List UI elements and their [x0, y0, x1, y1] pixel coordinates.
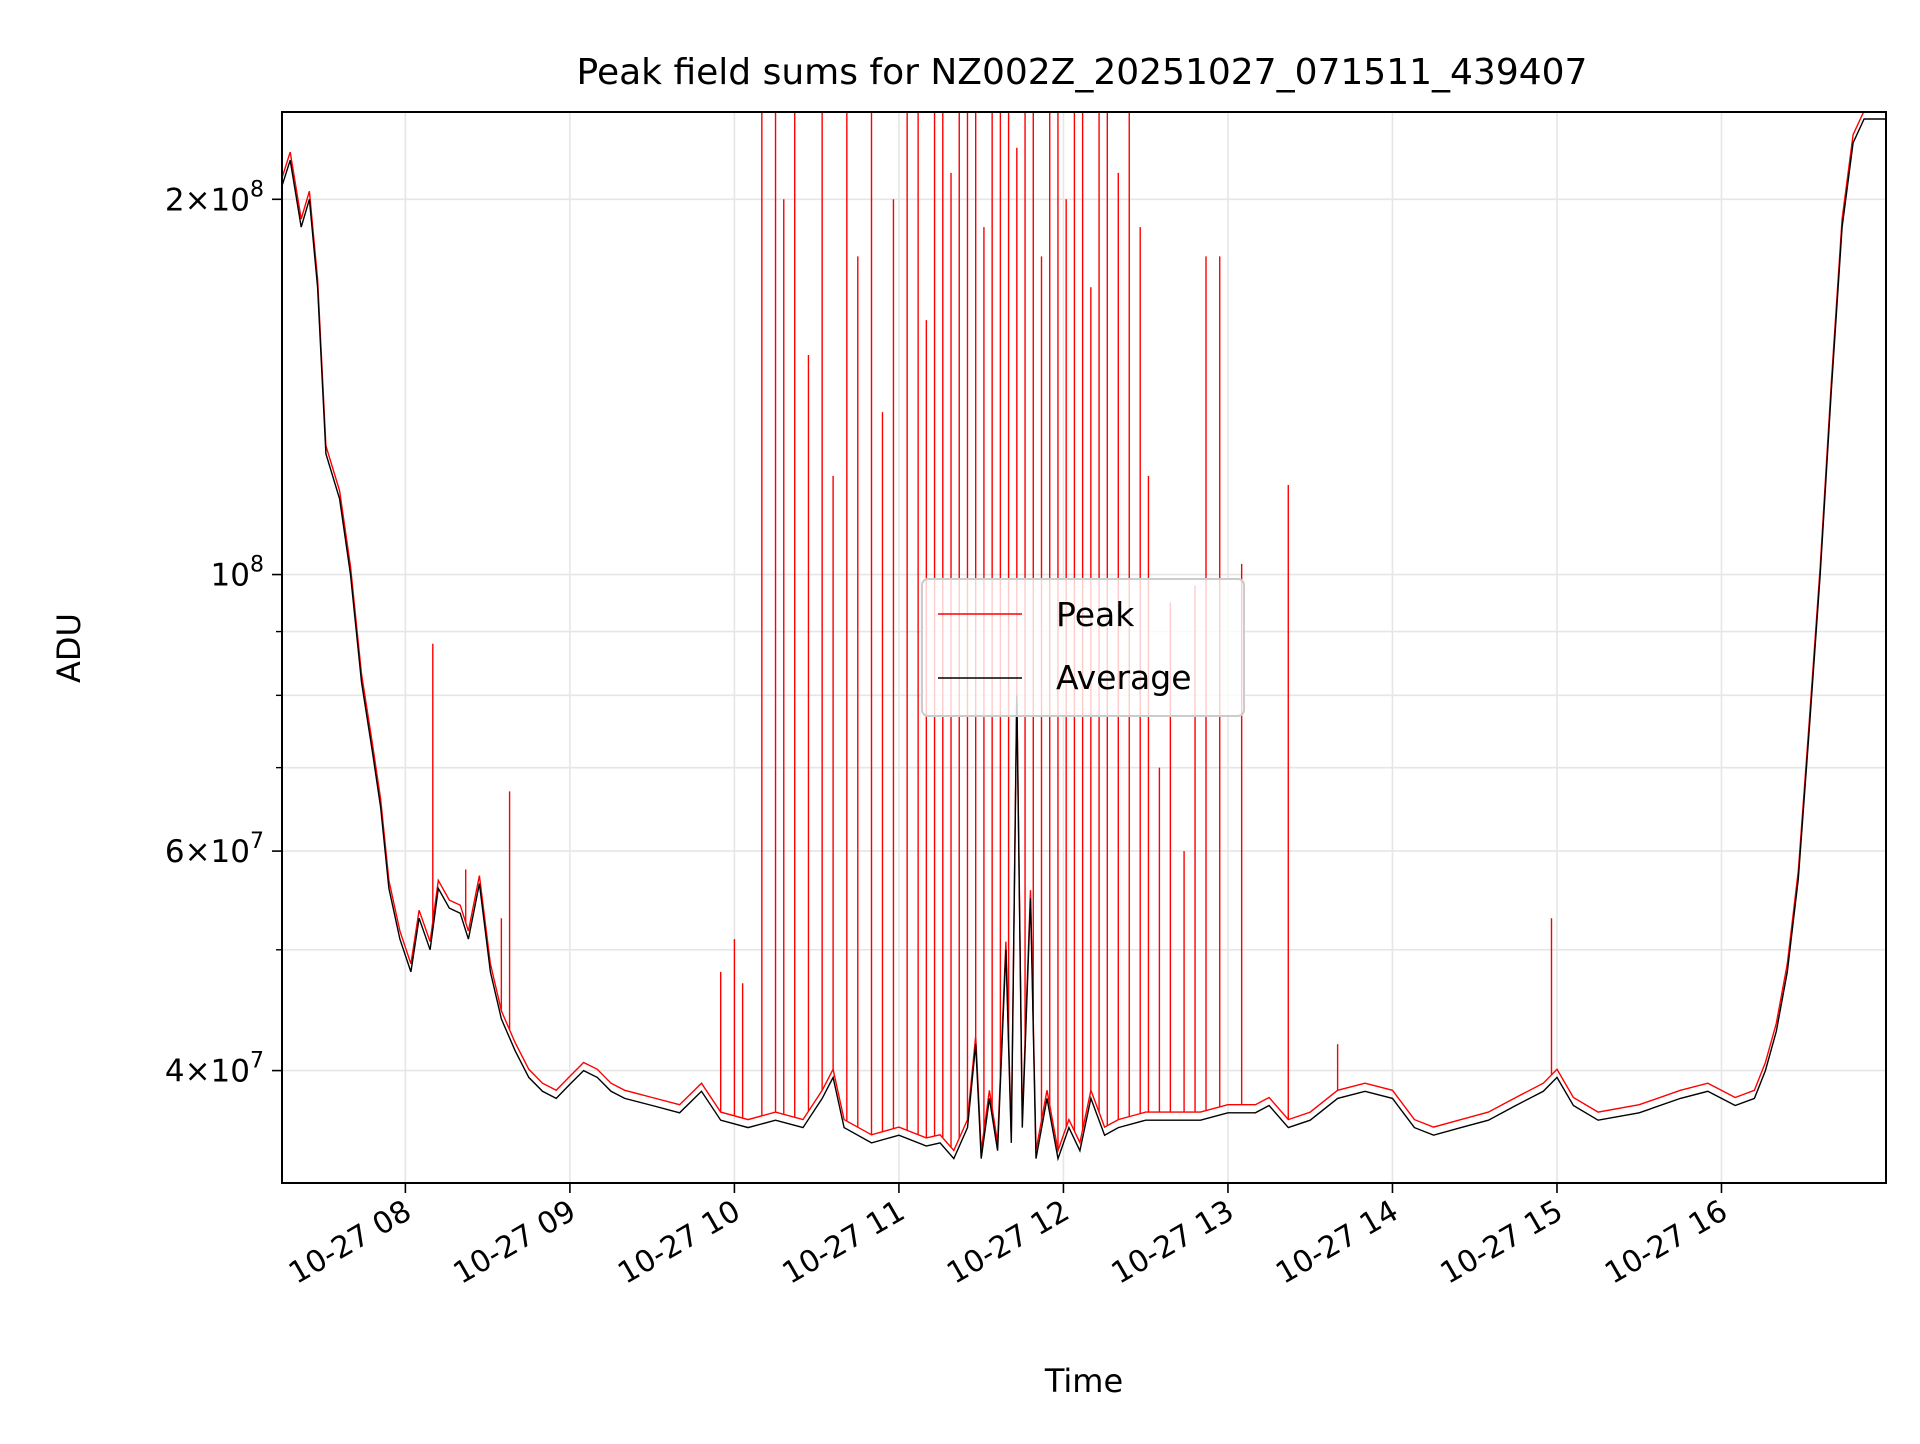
y-axis-label: ADU: [50, 613, 88, 683]
y-tick-label: 108: [211, 553, 264, 594]
legend: Peak Average: [921, 578, 1245, 717]
chart-title: Peak field sums for NZ002Z_20251027_0715…: [577, 52, 1588, 93]
plot-area-frame: [281, 111, 1887, 1184]
legend-average-label: Average: [1056, 658, 1192, 697]
legend-peak-label: Peak: [1056, 595, 1135, 634]
x-axis-label: Time: [1044, 1362, 1123, 1400]
average-series-line: [282, 118, 1886, 1162]
y-tick-label: 6×107: [165, 829, 264, 870]
y-tick-label: 4×107: [165, 1049, 264, 1090]
series-group: [282, 112, 1886, 1162]
peak-series-line: [282, 112, 1865, 1154]
y-tick-label: 2×108: [165, 177, 264, 218]
